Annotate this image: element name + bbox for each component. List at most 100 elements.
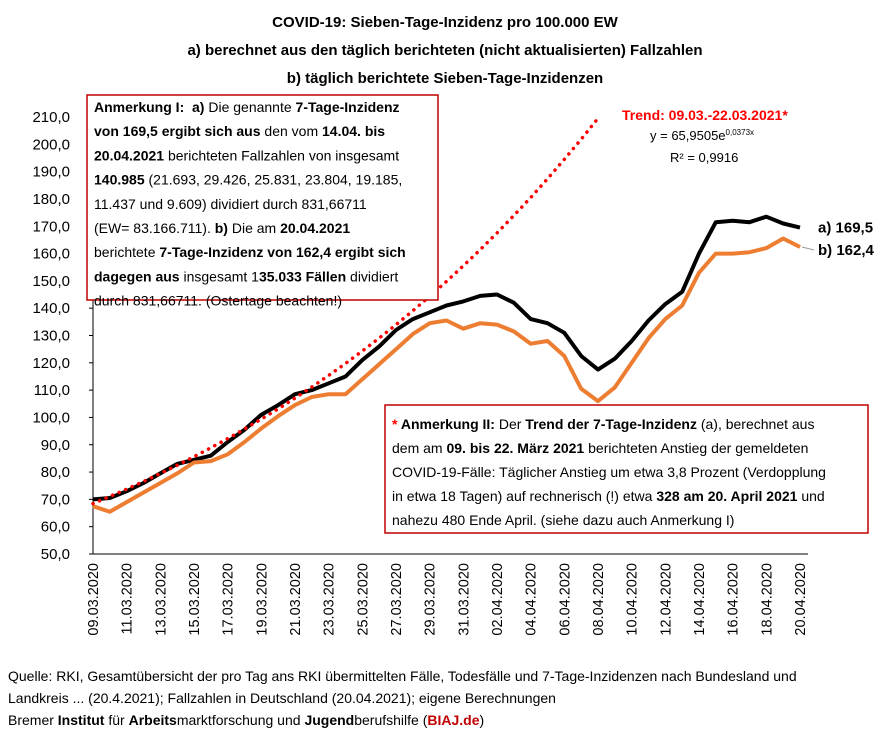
y-tick-label: 120,0 xyxy=(32,355,70,372)
annotation-text-segment: in etwa 18 Tagen) auf rechnerisch (!) et… xyxy=(392,488,656,504)
y-tick-label: 180,0 xyxy=(32,191,70,208)
annotation-text-segment: Die am xyxy=(228,220,280,236)
annotation-text: von 169,5 ergibt sich aus den vom 14.04.… xyxy=(94,123,385,139)
trend-r2: R² = 0,9916 xyxy=(670,150,738,165)
annotation-text-segment: 09. bis 22. März 2021 xyxy=(446,440,584,456)
x-tick-label: 19.03.2020 xyxy=(254,563,270,636)
annotation-text: berichtete 7-Tage-Inzidenz von 162,4 erg… xyxy=(94,244,406,260)
y-tick-label: 70,0 xyxy=(41,491,70,508)
y-tick-label: 160,0 xyxy=(32,246,70,263)
chart-subtitle: a) berechnet aus den täglich berichteten… xyxy=(187,42,702,59)
x-tick-label: 21.03.2020 xyxy=(288,563,304,636)
y-tick-label: 110,0 xyxy=(34,382,70,399)
x-tick-label: 08.04.2020 xyxy=(591,563,607,636)
x-tick-label: 09.03.2020 xyxy=(86,563,102,636)
annotation-text: in etwa 18 Tagen) auf rechnerisch (!) et… xyxy=(392,488,825,504)
x-tick-label: 29.03.2020 xyxy=(423,563,439,636)
annotation-box xyxy=(86,94,439,301)
x-tick-label: 23.03.2020 xyxy=(322,563,338,636)
annotation-text-segment: und xyxy=(797,488,824,504)
annotation-text: 140.985 (21.693, 29.426, 25.831, 23.804,… xyxy=(94,172,402,188)
annotation-text: 20.04.2021 berichteten Fallzahlen von in… xyxy=(94,147,399,163)
annotation-text: COVID-19-Fälle: Täglicher Anstieg um etw… xyxy=(392,464,826,480)
annotation-text: Anmerkung I: a) Die genannte 7-Tage-Inzi… xyxy=(94,99,400,115)
footer-text: Landkreis ... (20.4.2021); Fallzahlen in… xyxy=(8,690,556,706)
annotation-text: (EW= 83.166.711). b) Die am 20.04.2021 xyxy=(94,220,350,236)
annotation-text-segment: 7-Tage-Inzidenz von 162,4 ergibt sich xyxy=(159,244,405,260)
footer-text-segment: Bremer xyxy=(8,712,58,728)
y-tick-label: 100,0 xyxy=(32,409,70,426)
annotation-text: * Anmerkung II: Der Trend der 7-Tage-Inz… xyxy=(392,416,814,432)
x-tick-label: 06.04.2020 xyxy=(557,563,573,636)
annotation-text-segment: insgesamt 1 xyxy=(180,268,260,284)
annotation-text-segment: berichteten Fallzahlen von insgesamt xyxy=(164,147,399,163)
annotation-text: 11.437 und 9.609) dividiert durch 831,66… xyxy=(94,196,367,212)
annotation-text-segment: Trend der 7-Tage-Inzidenz xyxy=(525,416,697,432)
x-tick-label: 11.03.2020 xyxy=(120,563,136,635)
footer-text-segment: Jugend xyxy=(304,712,354,728)
annotation-text-segment: 11.437 und 9.609) dividiert durch 831,66… xyxy=(94,196,367,212)
annotation-text-segment: von 169,5 ergibt sich aus xyxy=(94,123,261,139)
footer-text-segment: Arbeits xyxy=(129,712,177,728)
series-line xyxy=(92,214,801,502)
annotation-text-segment: Die genannte xyxy=(204,99,295,115)
annotation-text-segment: 20.04.2021 xyxy=(280,220,350,236)
annotation-text-segment: berichtete xyxy=(94,244,159,260)
footer-text-segment: marktforschung und xyxy=(177,712,305,728)
annotation-text-segment: (21.693, 29.426, 25.831, 23.804, 19.185, xyxy=(145,172,403,188)
series-line xyxy=(91,116,600,506)
x-tick-label: 14.04.2020 xyxy=(692,563,708,636)
annotation-text-segment: b) xyxy=(215,220,228,236)
y-tick-label: 130,0 xyxy=(32,328,70,345)
footer-text-segment: Institut xyxy=(58,712,105,728)
x-tick-label: 16.04.2020 xyxy=(726,563,742,636)
footer-text: Quelle: RKI, Gesamtübersicht der pro Tag… xyxy=(8,668,797,684)
annotation-text-segment: dagegen aus xyxy=(94,268,180,284)
y-tick-label: 90,0 xyxy=(41,437,70,454)
y-tick-label: 190,0 xyxy=(32,164,70,181)
trend-equation: y = 65,9505e0,0373x xyxy=(650,128,754,143)
annotation-text-segment: 328 am 20. April 2021 xyxy=(656,488,797,504)
x-tick-label: 31.03.2020 xyxy=(456,563,472,636)
annotation-text-segment: dividiert xyxy=(346,268,398,284)
x-tick-label: 13.03.2020 xyxy=(153,563,169,636)
footer-text-segment: für xyxy=(104,712,128,728)
annotation-text-segment: (EW= 83.166.711). xyxy=(94,220,215,236)
x-tick-label: 02.04.2020 xyxy=(490,563,506,636)
annotation-text: dagegen aus insgesamt 135.033 Fällen div… xyxy=(94,268,398,284)
annotation-text-segment: dem am xyxy=(392,440,446,456)
annotation-box xyxy=(384,404,869,534)
data-label: a) 169,5 xyxy=(818,220,873,237)
leader-line xyxy=(801,246,815,251)
trend-equation-exponent: 0,0373x xyxy=(726,128,754,137)
trend-equation-base: y = 65,9505e xyxy=(650,128,726,143)
y-tick-label: 170,0 xyxy=(32,218,70,235)
y-tick-label: 50,0 xyxy=(41,546,70,563)
annotation-text-segment: 35.033 Fällen xyxy=(259,268,346,284)
annotation-text-segment: * xyxy=(392,416,401,432)
annotation-text-segment: berichteten Anstieg der gemeldeten xyxy=(584,440,808,456)
annotation-text-segment: 7-Tage-Inzidenz xyxy=(296,99,400,115)
annotation-text-segment: COVID-19-Fälle: Täglicher Anstieg um etw… xyxy=(392,464,826,480)
data-label: b) 162,4 xyxy=(818,242,875,259)
footer-text-segment: Landkreis ... (20.4.2021); Fallzahlen in… xyxy=(8,690,556,706)
y-tick-label: 150,0 xyxy=(32,273,70,290)
x-tick-label: 04.04.2020 xyxy=(524,563,540,636)
annotation-text-segment: (a), berechnet aus xyxy=(697,416,815,432)
x-tick-label: 17.03.2020 xyxy=(221,563,237,636)
y-tick-label: 200,0 xyxy=(32,136,70,153)
annotation-text-segment: 14.04. bis xyxy=(322,123,385,139)
annotation-text-segment: 20.04.2021 xyxy=(94,147,164,163)
chart-subtitle: b) täglich berichtete Sieben-Tage-Inzide… xyxy=(287,70,603,87)
x-tick-label: 18.04.2020 xyxy=(759,563,775,636)
annotation-text: dem am 09. bis 22. März 2021 berichteten… xyxy=(392,440,808,456)
y-tick-label: 140,0 xyxy=(32,300,70,317)
x-tick-label: 27.03.2020 xyxy=(389,563,405,636)
annotation-text-segment: Der xyxy=(495,416,525,432)
x-tick-label: 10.04.2020 xyxy=(625,563,641,636)
x-tick-label: 15.03.2020 xyxy=(187,563,203,636)
annotation-text-segment: Anmerkung I: a) xyxy=(94,99,204,115)
footer-text-segment: BIAJ.de xyxy=(427,712,479,728)
annotation-text: durch 831,66711. (Ostertage beachten!) xyxy=(94,293,342,309)
